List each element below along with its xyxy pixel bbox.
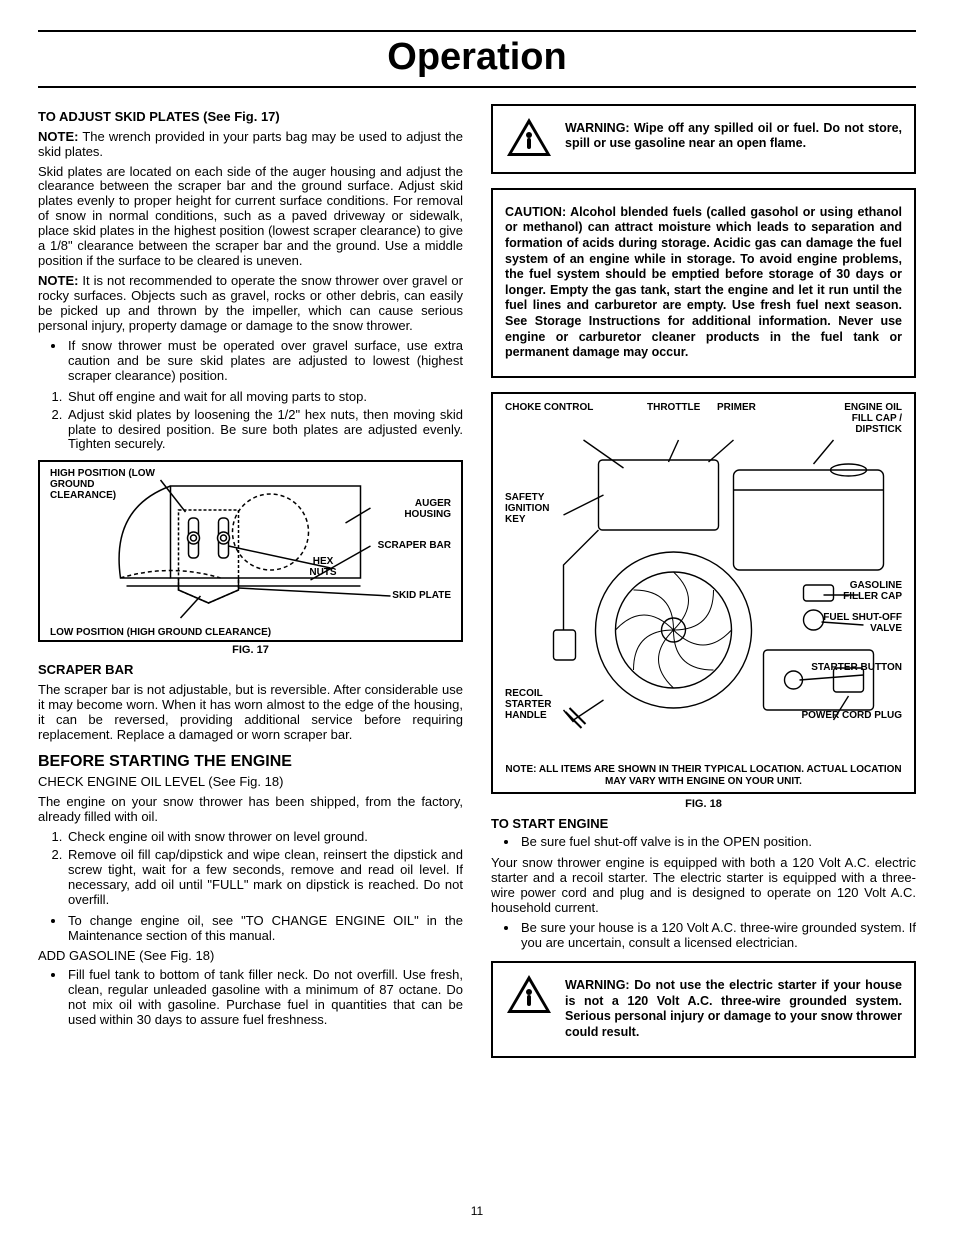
fig17-caption: FIG. 17 [38, 644, 463, 657]
label-hex: HEX NUTS [303, 556, 343, 578]
para-scraper: The scraper bar is not adjustable, but i… [38, 683, 463, 743]
oil-step-2: Remove oil fill cap/dipstick and wipe cl… [66, 848, 463, 908]
steps-oil: Check engine oil with snow thrower on le… [38, 830, 463, 908]
gas-bullet: Fill fuel tank to bottom of tank filler … [66, 968, 463, 1028]
note-text-2: It is not recommended to operate the sno… [38, 273, 463, 333]
oil-step-1: Check engine oil with snow thrower on le… [66, 830, 463, 845]
bullet-list-gravel: If snow thrower must be operated over gr… [38, 339, 463, 384]
note-label: NOTE: [38, 129, 78, 144]
caution-text: CAUTION: Alcohol blended fuels (called g… [505, 205, 902, 361]
label-auger: AUGER HOUSING [381, 498, 451, 520]
warning-icon-2 [505, 973, 553, 1019]
label-scraper: SCRAPER BAR [378, 540, 451, 551]
oil-bullet: To change engine oil, see "TO CHANGE ENG… [66, 914, 463, 944]
fig18-note: NOTE: ALL ITEMS ARE SHOWN IN THEIR TYPIC… [499, 764, 908, 788]
label-gascap: GASOLINE FILLER CAP [832, 580, 902, 602]
heading-before-start: BEFORE STARTING THE ENGINE [38, 753, 463, 771]
note-wrench: NOTE: The wrench provided in your parts … [38, 130, 463, 160]
warning-2-text: WARNING: Do not use the electric starter… [565, 978, 902, 1041]
label-power-cord: POWER CORD PLUG [801, 710, 902, 721]
step-1: Shut off engine and wait for all moving … [66, 390, 463, 405]
label-oilcap: ENGINE OIL FILL CAP / DIPSTICK [828, 402, 902, 435]
label-throttle: THROTTLE [647, 402, 700, 413]
warning-1-text: WARNING: Wipe off any spilled oil or fue… [565, 121, 902, 152]
fig18-caption: FIG. 18 [491, 798, 916, 811]
heading-start-engine: TO START ENGINE [491, 817, 916, 832]
steps-adjust: Shut off engine and wait for all moving … [38, 390, 463, 453]
heading-scraper-bar: SCRAPER BAR [38, 663, 463, 678]
label-low-pos: LOW POSITION (HIGH GROUND CLEARANCE) [50, 627, 271, 638]
label-primer: PRIMER [717, 402, 756, 413]
rule-top [38, 30, 916, 32]
label-shutoff: FUEL SHUT-OFF VALVE [822, 612, 902, 634]
warning-icon [505, 116, 553, 162]
fig18-drawing: CHOKE CONTROL THROTTLE PRIMER ENGINE OIL… [499, 400, 908, 760]
bullets-oil: To change engine oil, see "TO CHANGE ENG… [38, 914, 463, 944]
right-column: WARNING: Wipe off any spilled oil or fue… [491, 104, 916, 1072]
bullets-gas: Fill fuel tank to bottom of tank filler … [38, 968, 463, 1028]
start-bullet-2: Be sure your house is a 120 Volt A.C. th… [519, 921, 916, 951]
para-skid-plates: Skid plates are located on each side of … [38, 165, 463, 270]
figure-18: CHOKE CONTROL THROTTLE PRIMER ENGINE OIL… [491, 392, 916, 794]
note-label-2: NOTE: [38, 273, 78, 288]
bullet-gravel: If snow thrower must be operated over gr… [66, 339, 463, 384]
page-title: Operation [38, 36, 916, 80]
heading-add-gas: ADD GASOLINE (See Fig. 18) [38, 949, 463, 964]
label-skid: SKID PLATE [392, 590, 451, 601]
bullets-start-2: Be sure your house is a 120 Volt A.C. th… [491, 921, 916, 951]
note-text: The wrench provided in your parts bag ma… [38, 129, 463, 159]
left-column: TO ADJUST SKID PLATES (See Fig. 17) NOTE… [38, 104, 463, 1072]
start-bullet-1: Be sure fuel shut-off valve is in the OP… [519, 835, 916, 850]
warning-box-1: WARNING: Wipe off any spilled oil or fue… [491, 104, 916, 174]
heading-adjust-skid: TO ADJUST SKID PLATES (See Fig. 17) [38, 110, 463, 125]
page-number: 11 [0, 1205, 954, 1219]
heading-check-oil: CHECK ENGINE OIL LEVEL (See Fig. 18) [38, 775, 463, 790]
bullets-start-1: Be sure fuel shut-off valve is in the OP… [491, 835, 916, 850]
warning-box-2: WARNING: Do not use the electric starter… [491, 961, 916, 1058]
para-shipped: The engine on your snow thrower has been… [38, 795, 463, 825]
para-equipped: Your snow thrower engine is equipped wit… [491, 856, 916, 916]
two-column-layout: TO ADJUST SKID PLATES (See Fig. 17) NOTE… [38, 104, 916, 1072]
label-choke: CHOKE CONTROL [505, 402, 593, 413]
caution-box: CAUTION: Alcohol blended fuels (called g… [491, 188, 916, 378]
label-high-pos: HIGH POSITION (LOW GROUND CLEARANCE) [50, 468, 160, 501]
note-gravel: NOTE: It is not recommended to operate t… [38, 274, 463, 334]
figure-17: HIGH POSITION (LOW GROUND CLEARANCE) AUG… [38, 460, 463, 642]
label-safety: SAFETY IGNITION KEY [505, 492, 565, 525]
rule-bottom [38, 86, 916, 88]
fig17-drawing: HIGH POSITION (LOW GROUND CLEARANCE) AUG… [48, 468, 453, 638]
label-starter-btn: STARTER BUTTON [811, 662, 902, 673]
step-2: Adjust skid plates by loosening the 1/2"… [66, 408, 463, 453]
label-recoil: RECOIL STARTER HANDLE [505, 688, 565, 721]
